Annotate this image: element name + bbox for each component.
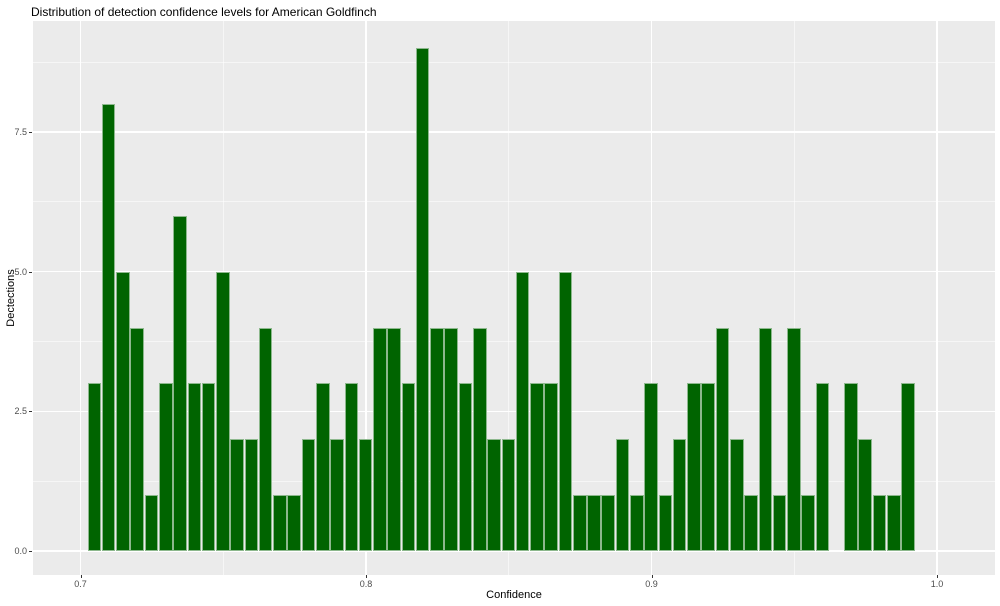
- plot-panel: [33, 21, 995, 575]
- histogram-bar: [758, 327, 773, 551]
- y-tick-label: 0.0: [14, 546, 27, 556]
- histogram-bar: [672, 439, 687, 551]
- x-tick-mark: [80, 575, 82, 578]
- histogram-bar: [173, 215, 187, 551]
- histogram-bar: [301, 439, 316, 551]
- histogram-bar: [901, 383, 915, 551]
- histogram-bar: [201, 383, 216, 551]
- x-tick-mark: [651, 575, 653, 578]
- histogram-bar: [401, 383, 416, 551]
- x-tick-mark: [366, 575, 367, 578]
- y-tick-label: 2.5: [14, 406, 27, 417]
- histogram-bar: [658, 495, 673, 551]
- histogram-bar: [687, 383, 701, 551]
- histogram-bar: [430, 327, 444, 551]
- histogram-bar: [130, 327, 144, 551]
- histogram-bar: [444, 327, 459, 551]
- histogram-bar: [515, 271, 530, 551]
- x-tick-label: 1.0: [930, 579, 944, 589]
- histogram-bar: [87, 383, 102, 551]
- gridline-minor-y: [33, 201, 995, 203]
- histogram-bar: [558, 271, 573, 551]
- histogram-bar: [572, 495, 587, 551]
- histogram-bar: [287, 495, 302, 551]
- histogram-bar: [230, 439, 244, 551]
- histogram-bar: [144, 495, 159, 551]
- histogram-bar: [587, 495, 601, 551]
- histogram-bar: [630, 495, 644, 551]
- gridline-minor-y: [33, 61, 995, 63]
- y-tick-mark: [29, 551, 32, 552]
- y-tick-label: 7.5: [14, 126, 27, 137]
- histogram-bar: [858, 439, 873, 551]
- histogram-bar: [744, 495, 758, 551]
- histogram-bar: [886, 495, 901, 551]
- histogram-bar: [216, 271, 230, 551]
- histogram-bar: [101, 104, 116, 551]
- histogram-bar: [530, 383, 544, 551]
- x-tick-label: 0.8: [359, 579, 373, 589]
- gridline-major-x: [79, 21, 82, 575]
- histogram-bar: [373, 327, 387, 551]
- histogram-bar: [330, 439, 344, 551]
- histogram-bar: [501, 439, 516, 551]
- x-tick-label: 0.7: [74, 579, 87, 589]
- histogram-bar: [815, 383, 830, 551]
- histogram-bar: [244, 439, 259, 551]
- histogram-bar: [787, 327, 801, 551]
- histogram-bar: [116, 271, 130, 551]
- histogram-bar: [487, 439, 501, 551]
- histogram-bar: [772, 495, 787, 551]
- histogram-bar: [458, 383, 473, 551]
- histogram-bar: [544, 383, 558, 551]
- histogram-bar: [187, 383, 202, 551]
- histogram-bar: [315, 383, 330, 551]
- gridline-major-y: [33, 131, 995, 133]
- histogram-bar: [158, 383, 173, 551]
- gridline-major-x: [936, 21, 938, 575]
- plot-title: Distribution of detection confidence lev…: [31, 5, 377, 19]
- histogram-bar: [601, 495, 616, 551]
- y-tick-mark: [29, 411, 32, 413]
- histogram-bar: [273, 495, 287, 551]
- histogram-bar: [872, 495, 887, 551]
- histogram-bar: [701, 383, 715, 551]
- histogram-bar: [615, 439, 630, 551]
- histogram-bar: [844, 383, 858, 551]
- histogram-bar: [473, 327, 487, 551]
- histogram-bar: [415, 48, 430, 551]
- y-tick-mark: [29, 131, 32, 133]
- y-tick-mark: [29, 271, 32, 273]
- histogram-bar: [729, 439, 744, 551]
- y-axis-title: Dectections: [5, 269, 17, 327]
- x-axis-title: Confidence: [486, 589, 542, 601]
- histogram-bar: [387, 327, 401, 551]
- histogram-bar: [358, 439, 373, 551]
- y-tick-label: 5.0: [14, 266, 27, 277]
- histogram-bar: [644, 383, 658, 551]
- x-tick-label: 0.9: [645, 579, 658, 589]
- histogram-bar: [258, 327, 273, 551]
- histogram-bar: [715, 327, 730, 551]
- x-tick-mark: [937, 575, 938, 578]
- histogram-bar: [801, 495, 815, 551]
- histogram-bar: [344, 383, 359, 551]
